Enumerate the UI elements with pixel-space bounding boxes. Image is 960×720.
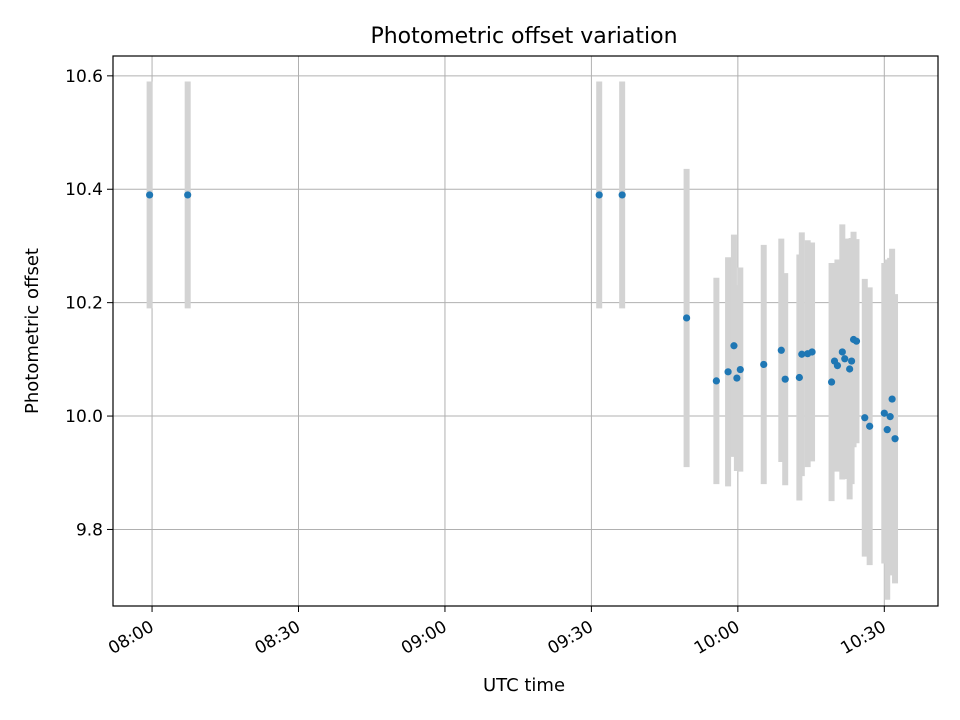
data-point bbox=[833, 361, 842, 370]
y-tick-label: 10.6 bbox=[65, 67, 103, 87]
error-bars bbox=[146, 81, 899, 600]
data-point bbox=[777, 346, 785, 354]
data-point bbox=[781, 375, 789, 383]
data-point bbox=[595, 191, 603, 199]
data-point bbox=[730, 342, 738, 350]
data-point bbox=[852, 337, 861, 345]
x-tick-label: 09:30 bbox=[544, 617, 596, 659]
x-axis-ticks: 08:00 08:30 09:00 09:30 10:00 10:30 bbox=[105, 606, 890, 659]
x-tick-label: 08:30 bbox=[252, 617, 304, 659]
data-point bbox=[736, 365, 744, 374]
data-point bbox=[846, 365, 854, 373]
y-tick-label: 10.4 bbox=[65, 180, 103, 200]
data-point bbox=[866, 422, 874, 430]
x-tick-label: 10:30 bbox=[837, 617, 889, 659]
data-point bbox=[880, 409, 888, 417]
data-point bbox=[682, 314, 691, 322]
data-point bbox=[184, 191, 192, 199]
chart-title: Photometric offset variation bbox=[370, 24, 677, 49]
x-tick-label: 10:00 bbox=[691, 617, 743, 659]
data-point bbox=[760, 360, 768, 369]
data-point bbox=[886, 413, 894, 421]
data-point bbox=[888, 395, 896, 403]
plot-frame bbox=[112, 55, 939, 607]
data-point bbox=[618, 191, 626, 199]
y-tick-label: 10.2 bbox=[65, 294, 103, 314]
y-axis-ticks: 9.8 10.0 10.2 10.4 10.6 bbox=[65, 67, 113, 540]
data-point bbox=[841, 355, 849, 363]
data-points bbox=[146, 191, 899, 443]
data-point bbox=[724, 368, 732, 376]
y-tick-label: 10.0 bbox=[65, 407, 103, 427]
data-point bbox=[146, 191, 154, 199]
data-point bbox=[827, 378, 836, 386]
data-point bbox=[883, 426, 891, 434]
x-axis-label: UTC time bbox=[483, 675, 565, 696]
data-point bbox=[808, 348, 816, 356]
data-point bbox=[891, 435, 899, 443]
y-axis-label: Photometric offset bbox=[22, 248, 43, 414]
data-point bbox=[795, 373, 803, 382]
data-point bbox=[712, 377, 720, 385]
x-tick-label: 09:00 bbox=[398, 617, 450, 659]
data-point bbox=[733, 374, 741, 382]
data-point bbox=[861, 414, 869, 422]
y-tick-label: 9.8 bbox=[76, 520, 103, 540]
data-point bbox=[847, 357, 856, 365]
data-point bbox=[798, 350, 806, 358]
x-tick-label: 08:00 bbox=[105, 617, 157, 659]
data-point bbox=[838, 348, 846, 356]
